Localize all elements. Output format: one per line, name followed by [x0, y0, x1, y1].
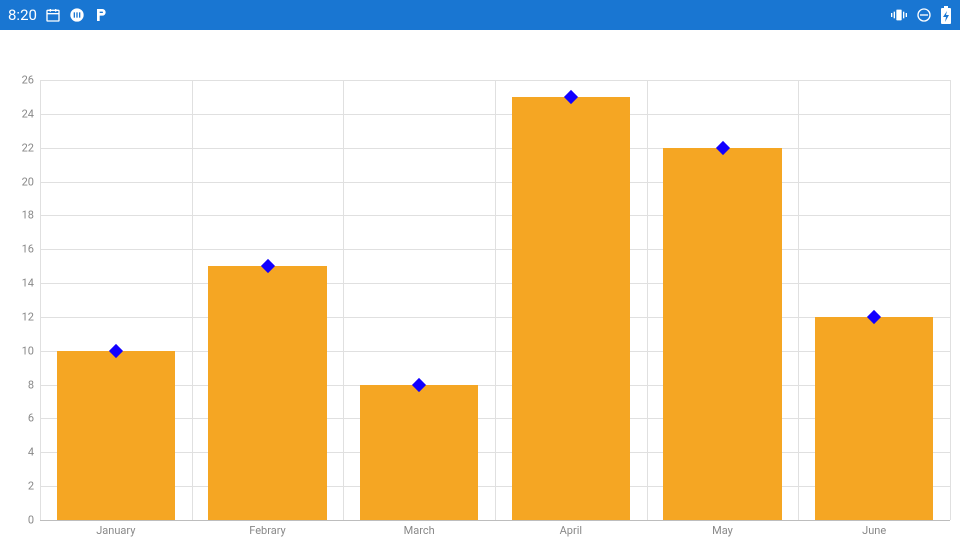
x-gridline: [192, 80, 193, 520]
x-gridline: [495, 80, 496, 520]
y-tick-label: 10: [6, 344, 34, 357]
x-tick-label: May: [712, 524, 733, 537]
x-tick-label: January: [96, 524, 135, 537]
bar: [663, 148, 781, 520]
x-axis: January Febrary March April May June: [40, 520, 950, 540]
status-bar: 8:20: [0, 0, 960, 30]
y-tick-label: 20: [6, 175, 34, 188]
y-tick-label: 4: [6, 446, 34, 459]
status-bar-right: [890, 6, 952, 24]
y-tick-label: 16: [6, 243, 34, 256]
p-icon: [93, 7, 109, 23]
y-tick-label: 14: [6, 277, 34, 290]
y-tick-label: 12: [6, 310, 34, 323]
x-gridline: [647, 80, 648, 520]
y-tick-label: 22: [6, 141, 34, 154]
x-tick-label: April: [560, 524, 582, 537]
bar: [360, 385, 478, 520]
bar: [815, 317, 933, 520]
plot-area: [40, 80, 950, 520]
chart-container: 02468101214161820222426 JanuaryFebraryMa…: [0, 30, 960, 540]
circle-lines-icon: [69, 7, 85, 23]
vibrate-icon: [890, 7, 908, 23]
x-gridline: [40, 80, 41, 520]
y-tick-label: 2: [6, 480, 34, 493]
y-tick-label: 18: [6, 209, 34, 222]
x-gridline: [343, 80, 344, 520]
status-time: 8:20: [8, 6, 37, 24]
x-gridline: [798, 80, 799, 520]
y-tick-label: 8: [6, 378, 34, 391]
x-tick-label: March: [404, 524, 435, 537]
y-tick-label: 26: [6, 74, 34, 87]
bar: [512, 97, 630, 520]
bar: [208, 266, 326, 520]
y-tick-label: 6: [6, 412, 34, 425]
dnd-icon: [916, 7, 932, 23]
x-tick-label: Febrary: [249, 524, 286, 537]
x-gridline: [950, 80, 951, 520]
x-tick-label: June: [862, 524, 886, 537]
y-tick-label: 24: [6, 107, 34, 120]
y-tick-label: 0: [6, 514, 34, 527]
battery-icon: [940, 6, 952, 24]
y-axis: 02468101214161820222426: [0, 80, 40, 520]
calendar-icon: [45, 7, 61, 23]
bar: [57, 351, 175, 520]
status-bar-left: 8:20: [8, 6, 109, 24]
